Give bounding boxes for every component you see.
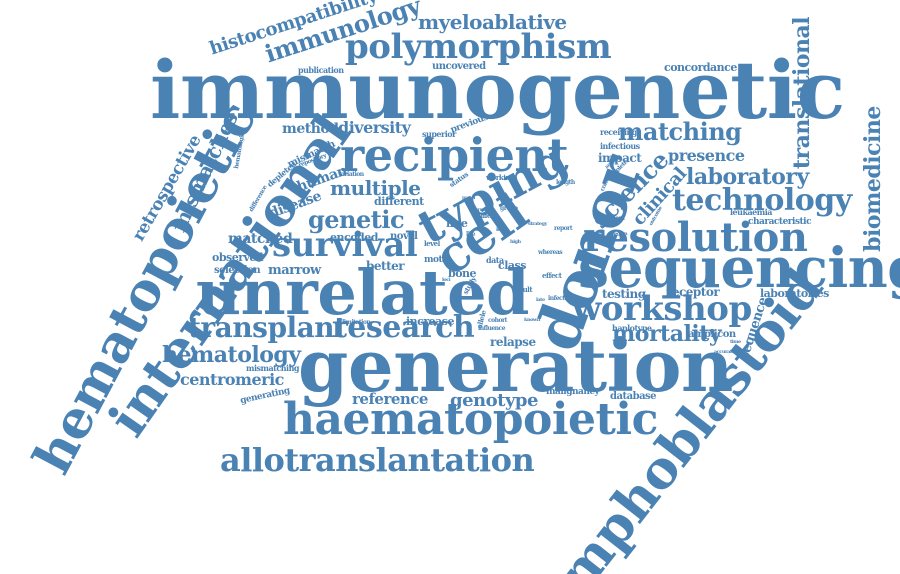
- cloud-word: data: [486, 255, 504, 265]
- cloud-word: testing: [602, 287, 646, 301]
- cloud-word: region: [612, 231, 628, 237]
- cloud-word: diversity: [338, 118, 411, 137]
- cloud-word: polymorphism: [345, 27, 612, 67]
- cloud-word: mismatching: [246, 363, 300, 373]
- cloud-word: level: [424, 239, 440, 248]
- cloud-word: technology: [672, 183, 852, 218]
- cloud-word: effect: [542, 271, 562, 280]
- cloud-word: publication: [298, 65, 344, 75]
- cloud-word: superior: [422, 129, 456, 139]
- cloud-word: method: [282, 121, 339, 137]
- cloud-word: matching: [618, 117, 742, 146]
- cloud-word: observed: [212, 251, 264, 264]
- cloud-word: cohort: [488, 317, 507, 324]
- cloud-word: infectious: [600, 141, 640, 151]
- cloud-word: killer: [476, 211, 494, 220]
- cloud-word: line: [446, 217, 468, 230]
- cloud-word: motif: [424, 255, 449, 265]
- cloud-word: time: [730, 339, 741, 345]
- cloud-word: translational: [789, 16, 816, 170]
- cloud-word: influence: [478, 325, 506, 332]
- cloud-word: group: [500, 205, 518, 212]
- cloud-word: patient: [604, 215, 625, 222]
- cloud-word: encoded: [330, 231, 378, 244]
- cloud-word: result: [512, 285, 533, 294]
- cloud-word: presence: [668, 146, 745, 165]
- cloud-word: concordance: [664, 61, 737, 74]
- cloud-word: resolution: [583, 214, 808, 261]
- cloud-word: genetic: [308, 205, 405, 234]
- cloud-word: matched: [228, 231, 293, 247]
- cloud-word: strategy: [528, 221, 547, 227]
- cloud-word: late: [536, 297, 545, 303]
- cloud-word: level: [496, 227, 507, 233]
- cloud-word: selection: [214, 265, 261, 276]
- cloud-word: known: [524, 317, 540, 323]
- cloud-word: whereas: [538, 249, 563, 256]
- cloud-word: amplicon: [688, 329, 736, 340]
- cloud-word: sequencing: [578, 235, 900, 300]
- cloud-word: leukaemia: [730, 207, 772, 217]
- cloud-word: receiving: [600, 127, 637, 137]
- cloud-word: unrelated: [196, 256, 529, 329]
- cloud-word: panel: [462, 195, 475, 201]
- cloud-word: malignancy: [546, 387, 600, 397]
- cloud-word: high: [510, 239, 521, 245]
- cloud-word: marrow: [268, 263, 321, 278]
- cloud-word: working: [486, 173, 515, 182]
- cloud-word: centromeric: [180, 370, 284, 389]
- cloud-word: survival: [272, 225, 418, 265]
- cloud-word: report: [554, 225, 573, 232]
- cloud-word: biomedicine: [859, 106, 886, 252]
- cloud-word: increase: [406, 315, 455, 328]
- cloud-word: database: [610, 391, 657, 402]
- cloud-word: hematology: [162, 342, 301, 368]
- cloud-word: reference: [352, 390, 428, 408]
- cloud-word: allotranslantation: [220, 441, 535, 479]
- cloud-word: characteristic: [748, 217, 812, 227]
- cloud-word: impact: [598, 151, 642, 165]
- cloud-word: better: [366, 259, 405, 273]
- cloud-word: transplant: [188, 311, 347, 344]
- cloud-word: uncovered: [432, 61, 486, 72]
- cloud-word: limitation: [342, 319, 371, 326]
- cloud-word: length: [556, 179, 575, 186]
- cloud-word: accurate: [714, 349, 735, 355]
- cloud-word: variation: [338, 171, 364, 178]
- cloud-word: mortality: [612, 321, 722, 347]
- cloud-word: multiple: [330, 176, 421, 200]
- cloud-word: myeloablative: [418, 10, 567, 34]
- cloud-word: bone: [448, 267, 477, 280]
- cloud-word: laboratory: [686, 164, 809, 190]
- cloud-word: receptor: [666, 285, 720, 299]
- cloud-word: loci: [442, 277, 451, 283]
- cloud-word: life: [466, 231, 475, 238]
- cloud-word: haematopoietic: [283, 394, 658, 445]
- cloud-word: haplotype: [612, 323, 652, 333]
- cloud-word: relapse: [490, 335, 536, 349]
- cloud-word: recipient: [340, 128, 569, 182]
- cloud-word: different: [374, 195, 424, 208]
- cloud-word: infection: [548, 295, 574, 302]
- cloud-word: class: [498, 259, 526, 272]
- cloud-word: laboratories: [760, 287, 829, 300]
- cloud-word: current: [472, 207, 490, 213]
- cloud-word: immunogenetic: [150, 43, 845, 137]
- cloud-word: research: [332, 310, 475, 345]
- cloud-word: novel: [390, 231, 418, 242]
- cloud-word: workshop: [572, 289, 752, 329]
- cloud-word: genotype: [450, 390, 538, 411]
- cloud-word: generation: [298, 323, 733, 408]
